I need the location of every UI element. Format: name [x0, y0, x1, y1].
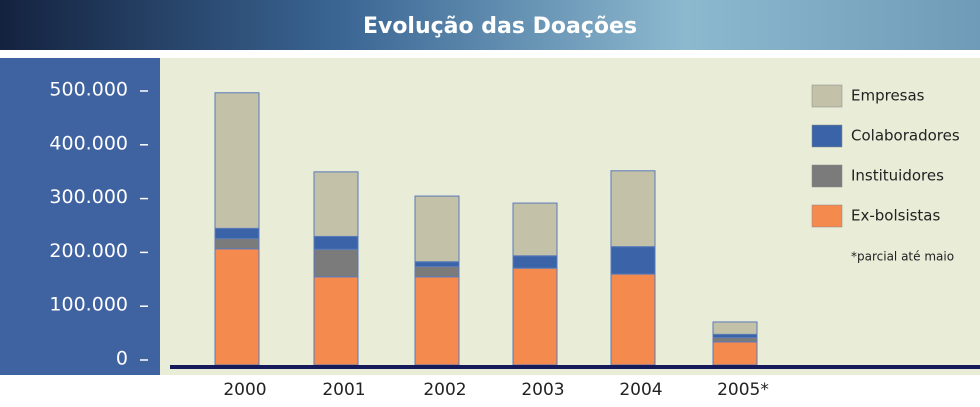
- legend-label: Empresas: [851, 87, 925, 105]
- bar-segment: [712, 321, 758, 335]
- bar-segment: [214, 238, 260, 250]
- legend-swatch: [811, 84, 843, 108]
- y-tick-label: 200.000: [49, 240, 128, 262]
- bar-segment: [610, 273, 656, 366]
- bar-segment: [313, 276, 359, 366]
- legend-swatch: [811, 164, 843, 188]
- x-tick-label: 2001: [322, 380, 365, 400]
- y-tick-label: 300.000: [49, 186, 128, 208]
- x-tick-label: 2003: [521, 380, 564, 400]
- bar-segment: [414, 261, 460, 268]
- bar-segment: [313, 171, 359, 237]
- bar-segment: [712, 337, 758, 343]
- y-tick-label: 400.000: [49, 132, 128, 154]
- title-banner: [0, 0, 980, 50]
- legend-swatch: [811, 124, 843, 148]
- bar-segment: [512, 267, 558, 366]
- y-tick-label: 500.000: [49, 79, 128, 101]
- bar-segment: [712, 341, 758, 366]
- bar-segment: [214, 227, 260, 240]
- chart-title: Evolução das Doações: [363, 14, 637, 39]
- x-tick-label: 2005*: [717, 380, 769, 400]
- y-tick-label: 0: [116, 348, 128, 370]
- x-tick-label: 2004: [619, 380, 662, 400]
- bar-segment: [414, 195, 460, 263]
- bar-segment: [414, 276, 460, 366]
- plot-area: [160, 58, 980, 375]
- bar-segment: [414, 266, 460, 278]
- x-axis-line: [170, 365, 980, 369]
- y-axis-panel: [0, 58, 160, 375]
- bar-segment: [610, 170, 656, 248]
- y-tick-label: 100.000: [49, 294, 128, 316]
- bar-segment: [512, 202, 558, 257]
- legend-label: Ex-bolsistas: [851, 207, 941, 225]
- bar-segment: [214, 248, 260, 366]
- bar-segment: [313, 235, 359, 250]
- legend-label: Colaboradores: [851, 127, 960, 145]
- bar-segment: [313, 248, 359, 278]
- bar-segment: [610, 246, 656, 275]
- legend-label: Instituidores: [851, 167, 944, 185]
- x-tick-label: 2002: [423, 380, 466, 400]
- x-tick-label: 2000: [223, 380, 266, 400]
- bar-segment: [512, 255, 558, 269]
- legend-swatch: [811, 204, 843, 228]
- bar-segment: [214, 92, 260, 229]
- annotation: *parcial até maio: [851, 250, 954, 264]
